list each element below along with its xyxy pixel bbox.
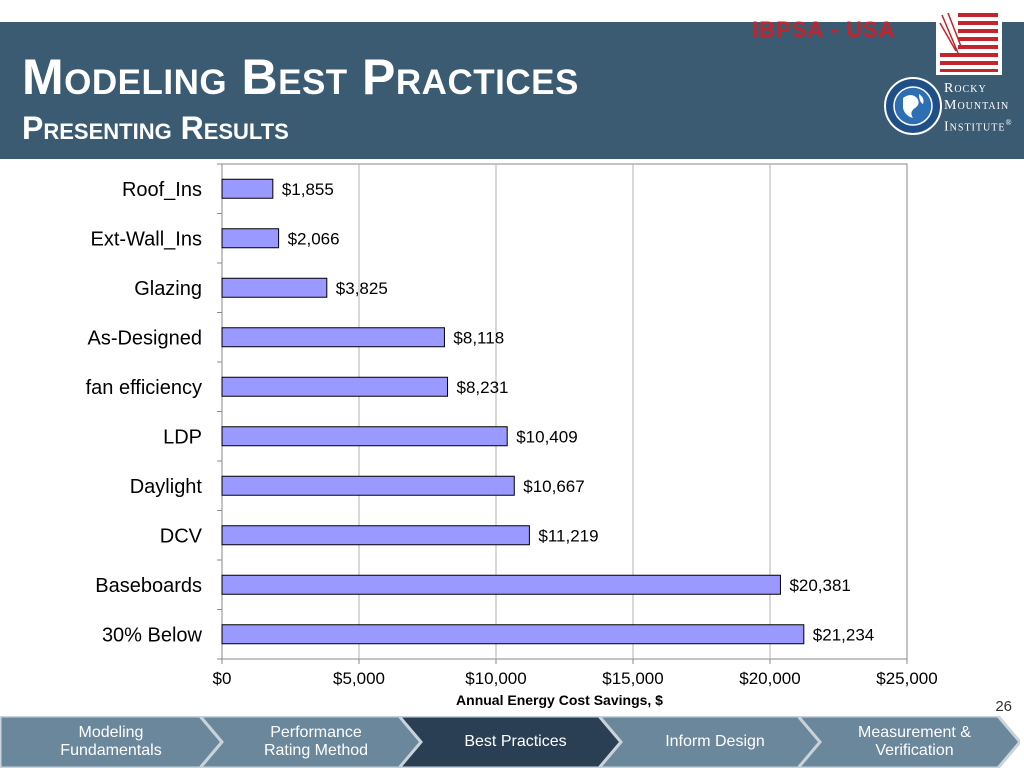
category-label: Ext-Wall_Ins [90,228,202,250]
nav-tab-label: Performance Rating Method [263,724,369,759]
nav-tab-arrow-fill [399,716,621,768]
x-tick-label: $20,000 [739,669,800,688]
data-label: $20,381 [789,576,850,595]
bar-chart: $0 $5,000 $10,000 $15,000 $20,000 $25,000 Roof… [86,163,938,708]
nav-tab-arrow-shape [399,716,621,768]
data-label: $3,825 [336,279,388,298]
x-tick-label: $15,000 [602,669,663,688]
rmi-line-2: Mountain [944,98,1010,113]
category-label: LDP [163,426,202,448]
bar [221,277,328,298]
bar [221,475,515,496]
nav-tab-arrow-shape [598,716,821,768]
data-label: $2,066 [288,229,340,248]
bar [221,376,449,397]
slide-title: Modeling Best Practices [22,49,579,105]
category-label: fan efficiency [86,377,202,399]
category-label: As-Designed [87,327,202,349]
nav-tab-2[interactable]: Performance Rating Method [199,716,422,768]
nav-tab-arrow-shape [798,716,1020,768]
globe-icon [884,77,942,135]
rmi-trademark: ® [1005,118,1013,127]
nav-tab-arrow-fill [199,716,422,768]
bar [221,327,445,348]
nav-tab-4[interactable]: Inform Design [598,716,821,768]
header-band: Modeling Best Practices Presenting Resul… [0,22,1024,159]
data-label: $10,409 [516,427,577,446]
rmi-wordmark: Rocky Mountain Institute® [944,80,1013,136]
bar [221,525,530,546]
rmi-line-3: Institute® [944,114,1013,136]
data-label: $1,855 [282,180,334,199]
bar [221,178,274,199]
slide-subtitle: Presenting Results [22,110,289,146]
nav-tab-label: Measurement & Verification [858,724,971,759]
category-label: Roof_Ins [122,179,202,201]
x-axis-title: Annual Energy Cost Savings, $ [456,692,663,708]
bar [221,426,508,447]
data-label: $8,118 [453,328,504,347]
rmi-line-3-text: Institute [944,119,1006,135]
nav-tab-5[interactable]: Measurement & Verification [798,716,1020,768]
data-label: $10,667 [523,477,584,496]
x-tick-label: $10,000 [465,669,526,688]
footer-nav: Modeling Fundamentals Performance Rating … [0,716,1024,768]
x-tick-label: $5,000 [333,669,385,688]
category-label: 30% Below [102,624,203,646]
data-label: $21,234 [813,625,874,644]
page-number: 26 [995,698,1012,715]
x-tick-label: $25,000 [876,669,937,688]
data-label: $8,231 [457,378,509,397]
bar [221,574,781,595]
rmi-line-1: Rocky [944,81,987,96]
category-label: Glazing [134,278,202,300]
nav-tab-arrow-fill [598,716,821,768]
nav-tab-1[interactable]: Modeling Fundamentals [0,716,222,768]
data-label: $11,219 [538,526,598,545]
x-tick-label: $0 [213,669,232,688]
nav-tab-label: Inform Design [665,733,765,750]
nav-tab-arrow-fill [798,716,1020,768]
ibpsa-logo-icon [936,9,1002,75]
nav-tab-label: Modeling Fundamentals [60,724,162,759]
bar [221,228,280,249]
ibpsa-usa-label: IBPSA - USA [752,17,896,42]
nav-tab-3[interactable]: Best Practices [399,716,621,768]
category-label: Baseboards [95,575,202,597]
bar [221,624,805,645]
nav-tab-label: Best Practices [464,733,567,750]
category-label: DCV [160,525,203,547]
category-label: Daylight [130,476,203,498]
nav-tab-arrow-shape [199,716,422,768]
